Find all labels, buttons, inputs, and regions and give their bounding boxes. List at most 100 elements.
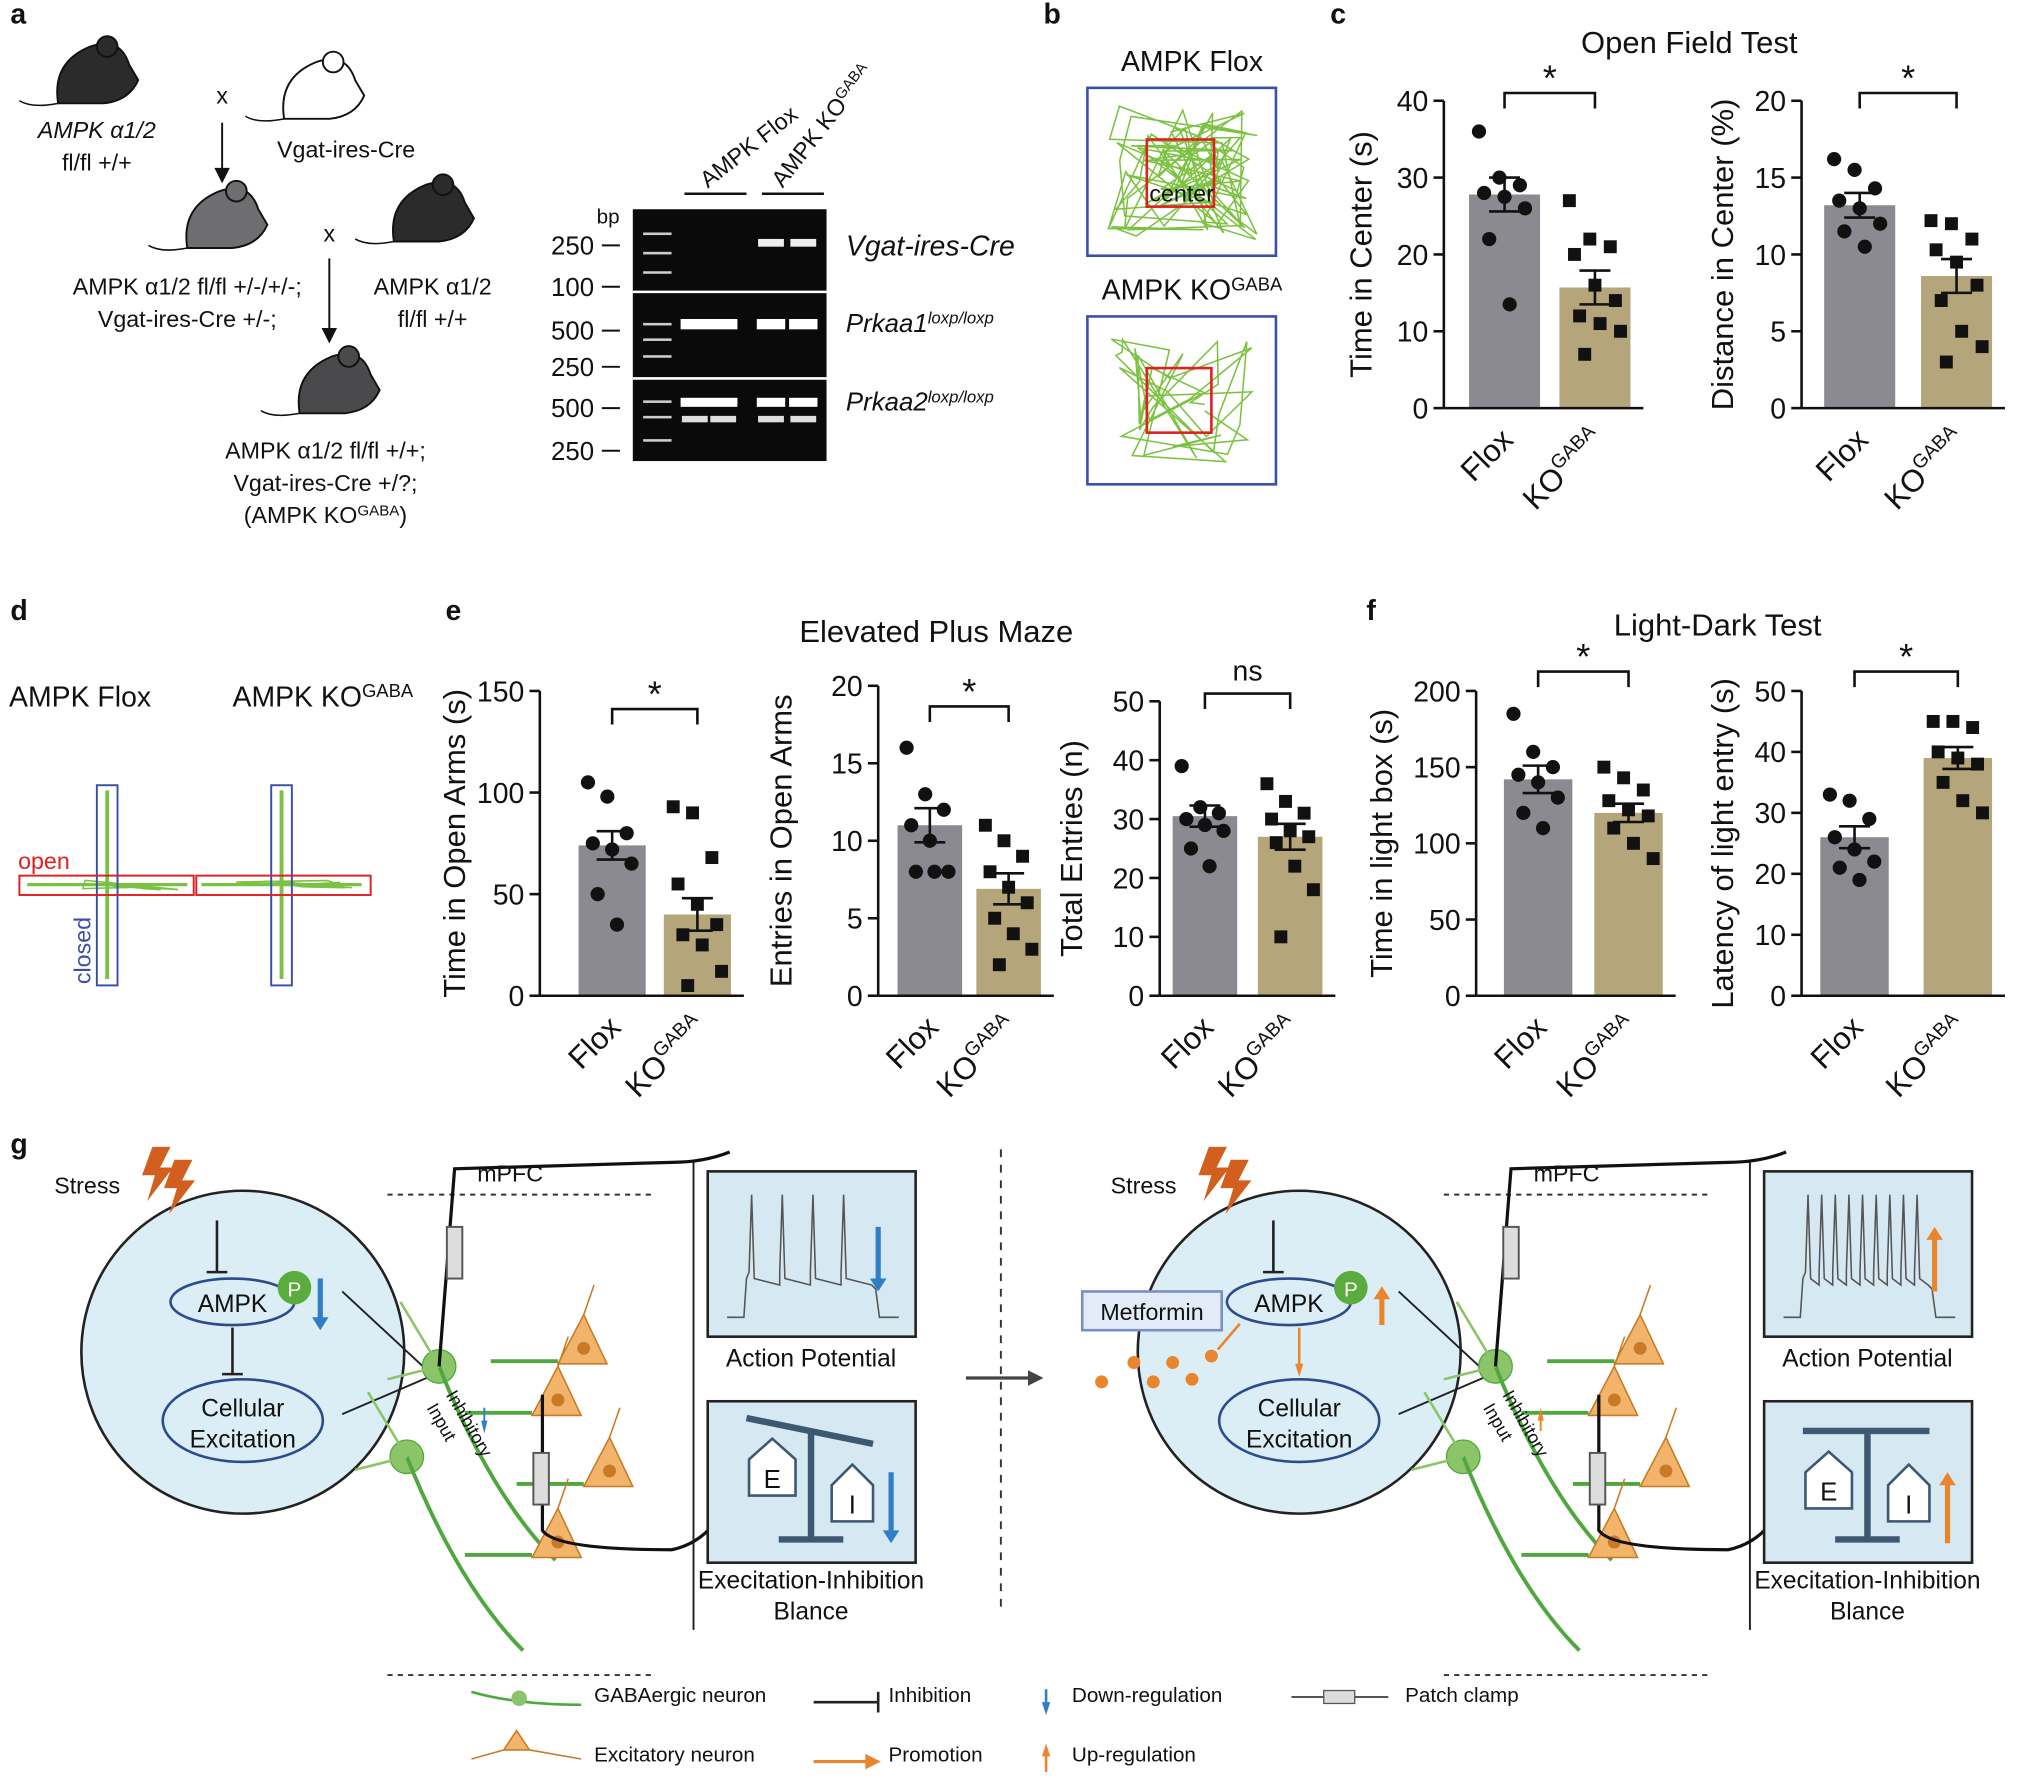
ladder-band: [643, 251, 672, 255]
significance: *: [1899, 636, 1913, 677]
gel-band: [680, 397, 710, 407]
significance-bracket: [610, 707, 699, 725]
mouse-tail: [148, 244, 188, 251]
significance-bracket: [1858, 91, 1958, 109]
x-tick-label: Flox: [561, 1009, 627, 1075]
arrow-head: [214, 167, 230, 184]
ladder-band: [643, 322, 672, 326]
legend-icon: [865, 1753, 881, 1770]
data-point: [1297, 806, 1311, 820]
data-point: [1588, 278, 1602, 292]
gel-band: [789, 319, 818, 330]
data-point: [1269, 836, 1283, 850]
data-point: [1936, 775, 1950, 789]
trace: [727, 1194, 899, 1319]
data-point: [1578, 347, 1592, 361]
data-point: [1832, 193, 1847, 208]
data-point: [676, 928, 690, 942]
data-point: [1288, 859, 1302, 873]
data-point: [686, 806, 700, 820]
label: 250: [551, 232, 594, 260]
zoom-line: [341, 1290, 434, 1416]
label: Prkaa1loxp/loxp: [846, 309, 994, 338]
track: [1110, 337, 1254, 463]
data-point: [1956, 794, 1970, 808]
data-point: [1471, 124, 1487, 139]
transition-arrow-head: [1027, 1370, 1044, 1386]
label: center: [1149, 180, 1214, 206]
label: Action Potential: [1782, 1345, 1952, 1372]
data-point: [1274, 930, 1288, 944]
bar: [1923, 758, 1993, 996]
legend-entry: Inhibition: [889, 1684, 972, 1707]
label: E: [1820, 1479, 1837, 1507]
mouse-ear: [431, 173, 455, 197]
label: Execitation-Inhibition: [1754, 1568, 1980, 1595]
bar: [1824, 205, 1896, 409]
gel: [632, 209, 827, 462]
label: Stress: [1111, 1172, 1177, 1198]
data-point: [1535, 820, 1551, 836]
label: Vgat-ires-Cre +/?;: [233, 470, 417, 496]
house: [1886, 1462, 1931, 1523]
data-point: [1517, 201, 1533, 216]
ladder-band: [643, 271, 672, 274]
legend-entry: GABAergic neuron: [594, 1684, 766, 1707]
label-sup: GABA: [1241, 1008, 1295, 1062]
label: Action Potential: [726, 1345, 896, 1372]
data-point: [1002, 880, 1016, 894]
gaba-axon: [405, 1456, 525, 1652]
ladder-band: [643, 338, 672, 341]
data-point: [1476, 185, 1492, 201]
promotion: [1216, 1322, 1241, 1351]
dendrite: [608, 1407, 621, 1438]
bar: [1559, 287, 1631, 409]
data-point: [1822, 787, 1837, 802]
data-point: [1842, 793, 1857, 808]
y-tick-label: 40: [1754, 737, 1786, 769]
mouse-tail: [244, 115, 285, 122]
significance: *: [962, 671, 976, 712]
data-point: [1545, 760, 1561, 775]
data-point: [1837, 224, 1852, 239]
label-sup: GABA: [649, 1008, 703, 1062]
data-point: [600, 789, 615, 804]
label: Cellular: [201, 1396, 284, 1423]
gel-band: [680, 319, 710, 330]
trace-box: [1762, 1170, 1974, 1338]
label: Vgat-ires-Cre: [846, 231, 1015, 263]
data-point: [904, 818, 919, 833]
y-tick-label: 5: [847, 904, 863, 936]
data-point: [1006, 927, 1020, 941]
drug-dot: [1095, 1375, 1109, 1389]
legend-entry: Promotion: [889, 1744, 983, 1767]
gel-band: [790, 415, 817, 423]
significance-bracket: [928, 705, 1010, 722]
x-tick-label: Flox: [879, 1009, 945, 1075]
closed-arm: [95, 784, 119, 987]
data-point: [1502, 297, 1517, 312]
data-point: [1862, 811, 1877, 827]
data-point: [1976, 806, 1989, 820]
data-point: [1966, 721, 1980, 734]
label-sup: GABA: [1546, 420, 1600, 474]
mouse-ear: [95, 35, 119, 58]
label: Vgat-ires-Cre +/-;: [98, 306, 277, 332]
data-point: [1852, 872, 1867, 888]
y-tick-label: 30: [1754, 798, 1786, 830]
data-point: [1197, 817, 1213, 833]
label: bp: [597, 205, 620, 228]
label: (AMPK KOGABA): [244, 502, 407, 528]
lightning: [1198, 1146, 1230, 1202]
drug-dot: [1204, 1349, 1218, 1363]
neuron-nucleus: [551, 1393, 565, 1407]
significance-bracket: [1853, 670, 1960, 688]
data-point: [1847, 842, 1862, 857]
x-tick-label: Flox: [1809, 422, 1875, 488]
y-tick-label: 0: [1445, 981, 1461, 1013]
neuron-nucleus: [603, 1464, 617, 1478]
ladder-band: [643, 439, 672, 442]
panel-label: g: [10, 1128, 27, 1160]
data-point: [1857, 239, 1872, 254]
